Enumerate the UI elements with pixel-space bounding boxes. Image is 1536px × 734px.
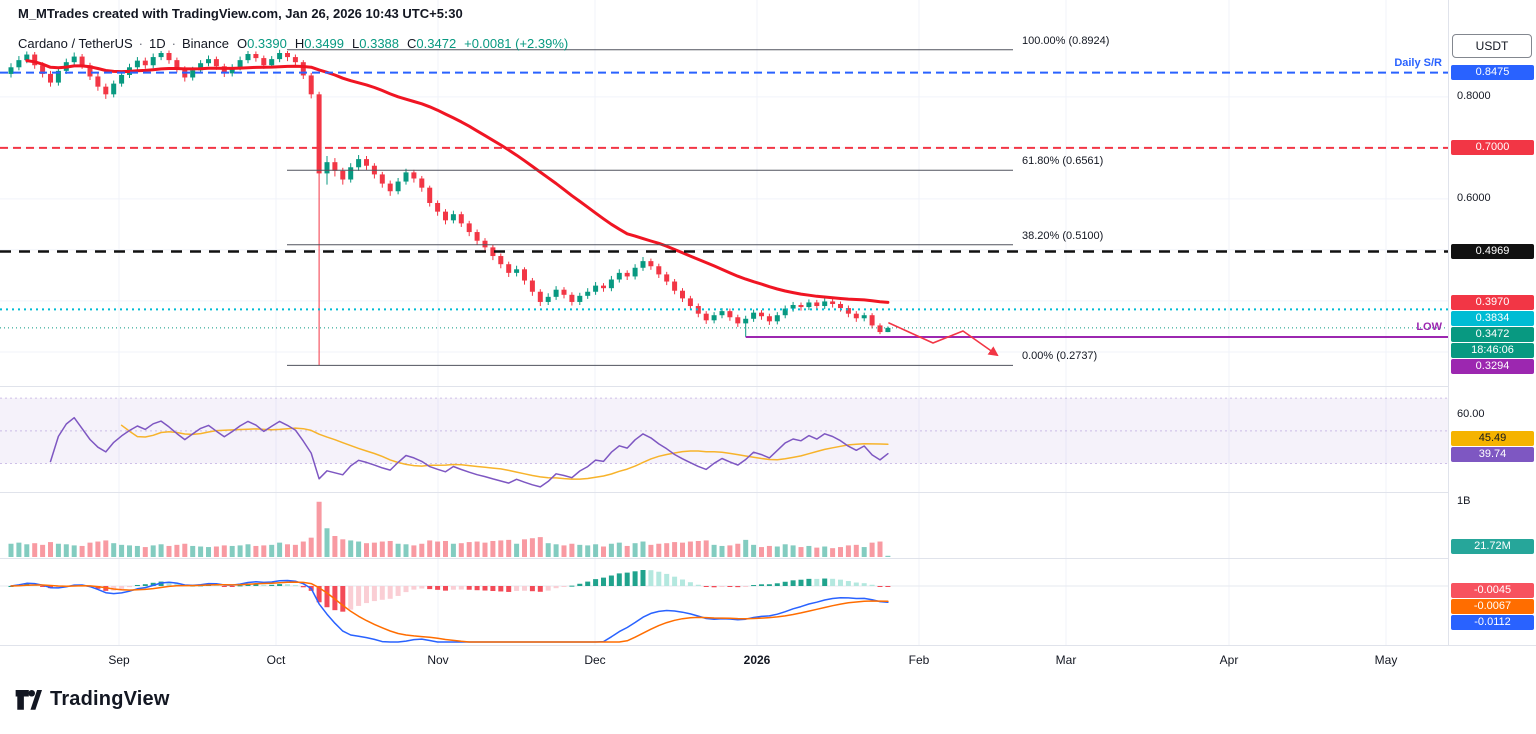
axis-price-badge: 45.49 bbox=[1451, 430, 1534, 446]
close-key: C bbox=[407, 36, 417, 51]
tradingview-logo[interactable]: TradingView bbox=[14, 686, 170, 712]
axis-price-badge: 0.4969 bbox=[1451, 243, 1534, 259]
candles-series bbox=[8, 49, 891, 366]
low-value: 0.3388 bbox=[359, 36, 400, 51]
symbol-title[interactable]: Cardano / TetherUS bbox=[18, 36, 133, 51]
legend-separator: · bbox=[171, 36, 176, 51]
symbol-legend: Cardano / TetherUS · 1D · Binance O0.3390 H0.3… bbox=[18, 36, 568, 51]
low-key: L bbox=[352, 36, 360, 51]
axis-price-badge: 18:46:06 bbox=[1451, 342, 1534, 358]
axis-price-badge: 0.3472 bbox=[1451, 326, 1534, 342]
currency-toggle-button[interactable]: USDT bbox=[1452, 34, 1532, 58]
axis-price-badge: 0.8475 bbox=[1451, 65, 1534, 81]
time-axis-label: Oct bbox=[266, 653, 286, 667]
high-value: 0.3499 bbox=[304, 36, 345, 51]
watermark: M_MTrades created with TradingView.com, … bbox=[18, 6, 463, 21]
exchange-label[interactable]: Binance bbox=[181, 36, 229, 51]
macd-plot bbox=[0, 570, 1448, 643]
time-axis-label: Nov bbox=[427, 653, 449, 667]
axis-price-badge: 39.74 bbox=[1451, 446, 1534, 462]
volume-series bbox=[8, 501, 891, 557]
tradingview-logo-text: TradingView bbox=[50, 687, 170, 710]
change-value: +0.0081 (+2.39%) bbox=[464, 36, 569, 51]
close-value: 0.3472 bbox=[416, 36, 457, 51]
axis-price-badge: -0.0067 bbox=[1451, 598, 1534, 614]
axis-tick-label: 1B bbox=[1457, 495, 1471, 508]
pane-separators bbox=[0, 386, 1448, 559]
tradingview-logo-icon bbox=[15, 689, 42, 710]
axis-price-badge: -0.0112 bbox=[1451, 614, 1534, 630]
high-key: H bbox=[294, 36, 305, 51]
time-axis-label: 2026 bbox=[743, 653, 771, 667]
time-axis-label: Dec bbox=[584, 653, 606, 667]
time-axis[interactable]: Sep Oct Nov Dec 2026 Feb Mar Apr May bbox=[0, 645, 1536, 675]
axis-price-badge: 0.3294 bbox=[1451, 358, 1534, 374]
axis-tick-label: 0.8000 bbox=[1457, 90, 1491, 103]
axis-price-badge: 0.7000 bbox=[1451, 140, 1534, 156]
levels[interactable] bbox=[0, 71, 1448, 338]
time-axis-label: Feb bbox=[908, 653, 930, 667]
time-axis-label: Mar bbox=[1055, 653, 1077, 667]
price-axis[interactable]: USDT 0.8475 0.8000 0.7000 0.6000 0.4969 0.397… bbox=[1448, 0, 1536, 645]
chart-canvas[interactable] bbox=[0, 0, 1448, 673]
open-key: O bbox=[236, 36, 248, 51]
axis-price-badge: -0.0045 bbox=[1451, 582, 1534, 598]
axis-price-badge: 0.3970 bbox=[1451, 294, 1534, 310]
axis-price-badge: 21.72M bbox=[1451, 538, 1534, 554]
axis-price-badge: 0.3834 bbox=[1451, 310, 1534, 326]
axis-tick-label: 0.6000 bbox=[1457, 192, 1491, 205]
open-value: 0.3390 bbox=[247, 36, 287, 51]
time-axis-label: Apr bbox=[1219, 653, 1239, 667]
time-axis-label: May bbox=[1374, 653, 1398, 667]
fib-retracement[interactable] bbox=[287, 49, 1013, 366]
interval-label[interactable]: 1D bbox=[149, 36, 166, 51]
rsi-plot bbox=[0, 397, 1448, 488]
legend-separator: · bbox=[138, 36, 144, 51]
projection-arrow[interactable] bbox=[888, 322, 999, 357]
ma-line bbox=[25, 59, 890, 304]
time-axis-label: Sep bbox=[108, 653, 130, 667]
axis-tick-label: 60.00 bbox=[1457, 408, 1485, 420]
